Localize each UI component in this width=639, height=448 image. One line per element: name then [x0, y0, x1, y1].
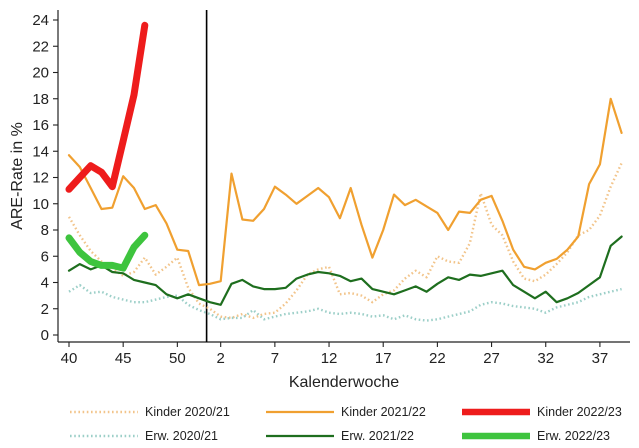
x-tick-label: 12	[321, 350, 338, 367]
legend-label: Kinder 2021/22	[341, 405, 426, 419]
y-tick-label: 4	[41, 275, 49, 292]
legend-label: Erw. 2022/23	[537, 429, 610, 443]
legend-label: Kinder 2020/21	[145, 405, 230, 419]
legend: Kinder 2020/21 Kinder 2021/22 Kinder 2022/…	[70, 405, 622, 443]
x-axis-ticks: 40 45 50 2 7 12 17 22 27 32 37	[61, 342, 609, 367]
series-line-kinder-2020-21	[67, 162, 623, 320]
y-tick-label: 22	[32, 38, 49, 55]
x-tick-label: 40	[61, 350, 78, 367]
y-tick-label: 20	[32, 65, 49, 82]
x-tick-label: 37	[592, 350, 609, 367]
series-line-kinder-2022-23	[65, 21, 149, 193]
legend-label: Erw. 2021/22	[341, 429, 414, 443]
y-tick-label: 18	[32, 91, 49, 108]
x-tick-label: 50	[169, 350, 186, 367]
x-tick-label: 17	[375, 350, 392, 367]
y-tick-label: 24	[32, 12, 49, 29]
y-tick-label: 14	[32, 143, 49, 160]
x-tick-label: 2	[217, 350, 225, 367]
series-line-erw-2022-23	[65, 231, 149, 272]
y-tick-label: 0	[41, 327, 49, 344]
x-tick-label: 27	[483, 350, 500, 367]
y-tick-label: 16	[32, 117, 49, 134]
y-tick-label: 8	[41, 222, 49, 239]
y-axis-title: ARE-Rate in %	[9, 122, 26, 230]
y-tick-label: 6	[41, 248, 49, 265]
x-tick-label: 7	[271, 350, 279, 367]
series-line-erw-2020-21	[68, 283, 622, 322]
x-axis-title: Kalenderwoche	[289, 374, 399, 391]
x-tick-label: 45	[115, 350, 132, 367]
legend-label: Erw. 2020/21	[145, 429, 218, 443]
y-tick-label: 2	[41, 301, 49, 318]
x-tick-label: 32	[537, 350, 554, 367]
series-line-erw-2021-22	[67, 235, 623, 306]
x-tick-label: 22	[429, 350, 446, 367]
series-layer	[65, 21, 623, 322]
y-tick-label: 12	[32, 170, 49, 187]
series-line-kinder-2021-22	[67, 97, 623, 287]
legend-label: Kinder 2022/23	[537, 405, 622, 419]
y-tick-label: 10	[32, 196, 49, 213]
